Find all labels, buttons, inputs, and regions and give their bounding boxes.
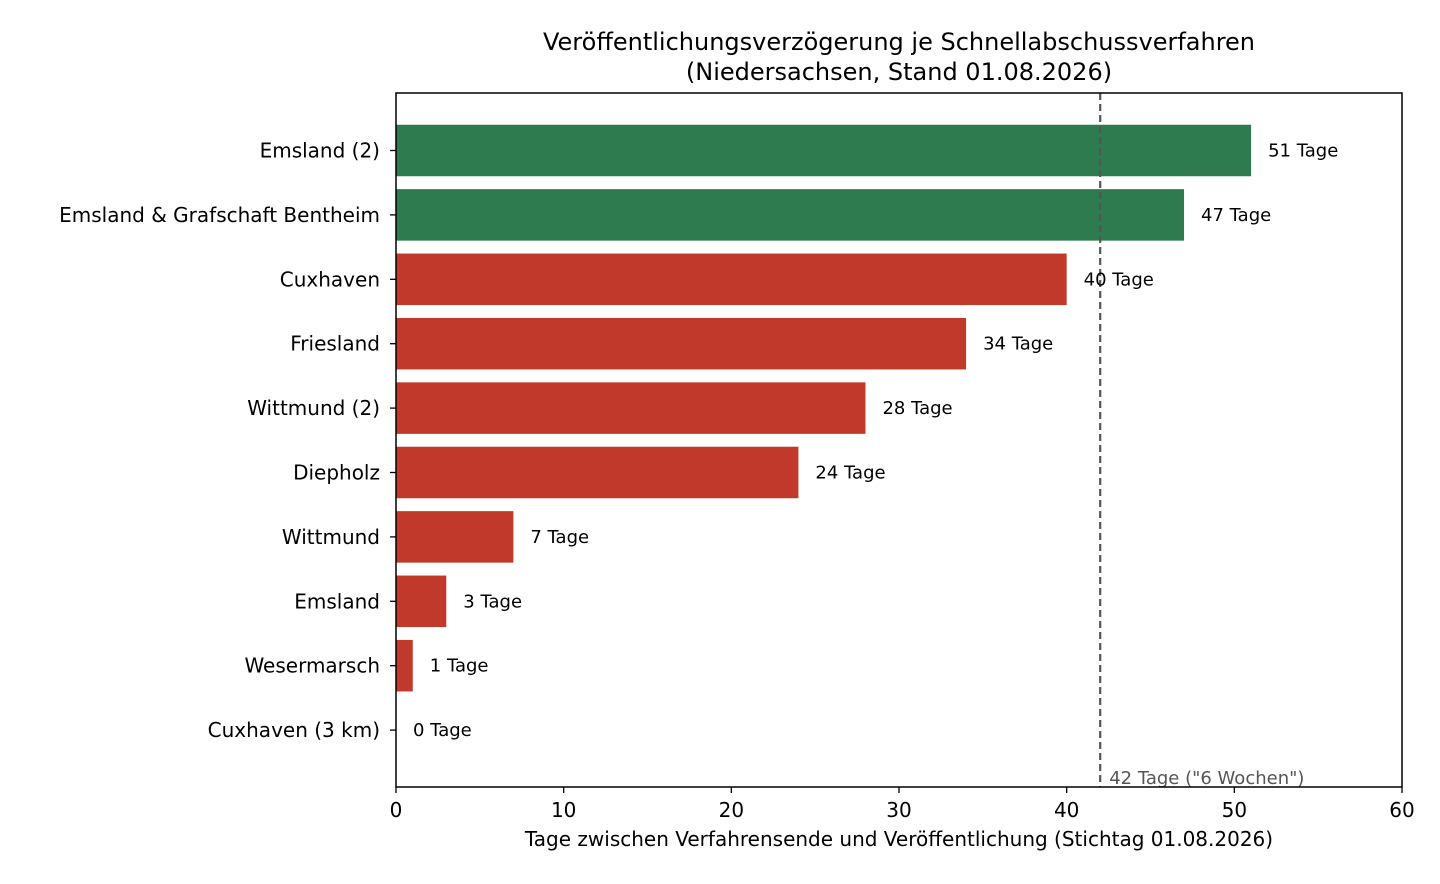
value-label: 3 Tage	[463, 591, 522, 612]
y-tick-label: Emsland (2)	[260, 139, 380, 163]
value-label: 7 Tage	[530, 527, 589, 548]
x-axis: 0 10 20 30 40 50 60	[390, 787, 1415, 822]
x-tick-label: 0	[390, 798, 403, 822]
bar-7	[396, 511, 514, 563]
x-tick-label: 20	[719, 798, 744, 822]
value-label: 47 Tage	[1201, 205, 1271, 226]
y-tick-label: Emsland & Grafschaft Bentheim	[59, 203, 380, 227]
x-tick-label: 10	[551, 798, 576, 822]
y-tick-label: Diepholz	[293, 461, 380, 485]
x-axis-label: Tage zwischen Verfahrensende und Veröffe…	[524, 827, 1273, 851]
bars-layer	[396, 124, 1252, 692]
y-tick-label: Wittmund	[282, 525, 380, 549]
value-label: 0 Tage	[413, 720, 472, 741]
x-tick-label: 50	[1222, 798, 1247, 822]
bar-5	[396, 382, 866, 434]
reference-line-label: 42 Tage ("6 Wochen")	[1109, 768, 1304, 789]
y-tick-label: Friesland	[290, 332, 380, 356]
bar-9	[396, 639, 413, 692]
y-axis: Emsland (2) Emsland & Grafschaft Bentheim…	[59, 139, 396, 742]
bar-8	[396, 575, 447, 628]
value-label: 24 Tage	[815, 463, 885, 484]
value-label: 40 Tage	[1084, 269, 1154, 290]
bar-2	[396, 189, 1185, 241]
value-label: 34 Tage	[983, 334, 1053, 355]
y-tick-label: Wittmund (2)	[247, 396, 380, 420]
chart-title-line1: Veröffentlichungsverzögerung je Schnella…	[543, 28, 1255, 56]
y-tick-label: Emsland	[294, 589, 380, 613]
reference-line-layer: 42 Tage ("6 Wochen")	[1099, 93, 1304, 789]
bar-6	[396, 446, 799, 499]
y-tick-label: Cuxhaven (3 km)	[208, 718, 380, 742]
bar-4	[396, 317, 967, 370]
y-tick-label: Cuxhaven	[280, 267, 380, 291]
y-tick-label: Wesermarsch	[244, 654, 380, 678]
x-tick-label: 60	[1389, 798, 1414, 822]
x-tick-label: 40	[1054, 798, 1079, 822]
value-labels-layer: 51 Tage 47 Tage 40 Tage 34 Tage 28 Tage 24 Ta…	[413, 141, 1338, 742]
x-tick-label: 30	[886, 798, 911, 822]
value-label: 51 Tage	[1268, 141, 1338, 162]
bar-1	[396, 124, 1252, 177]
chart-title-line2: (Niedersachsen, Stand 01.08.2026)	[686, 58, 1112, 86]
value-label: 1 Tage	[430, 656, 489, 677]
bar-3	[396, 253, 1067, 306]
value-label: 28 Tage	[882, 398, 952, 419]
